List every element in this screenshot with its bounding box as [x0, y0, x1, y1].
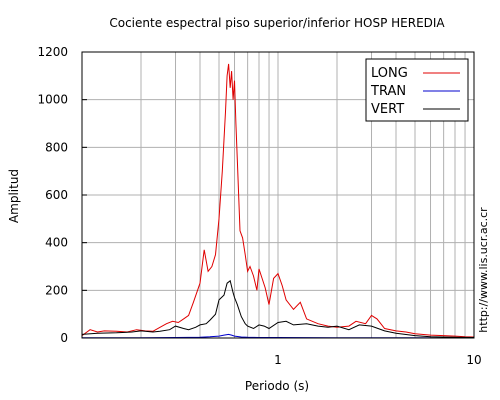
series-line-vert — [81, 279, 475, 338]
chart-title: Cociente espectral piso superior/inferio… — [109, 16, 445, 30]
x-tick-label: 10 — [466, 353, 481, 367]
y-tick-label: 400 — [45, 236, 68, 250]
legend-label-long: LONG — [371, 66, 408, 81]
x-tick-labels: 1 10 — [274, 353, 481, 367]
side-note: http://www.lis.ucr.ac.cr — [477, 207, 490, 333]
legend: LONG TRAN VERT — [365, 58, 469, 122]
y-tick-label: 1200 — [37, 45, 68, 59]
y-tick-label: 800 — [45, 140, 68, 154]
legend-label-tran: TRAN — [370, 84, 406, 99]
grid — [82, 52, 474, 338]
y-tick-label: 600 — [45, 188, 68, 202]
y-tick-label: 1000 — [37, 93, 68, 107]
y-tick-label: 0 — [60, 331, 68, 345]
legend-box — [365, 58, 469, 122]
y-tick-label: 200 — [45, 283, 68, 297]
y-axis-label: Amplitud — [7, 169, 21, 223]
x-tick-label: 1 — [274, 353, 282, 367]
legend-label-vert: VERT — [371, 102, 404, 117]
legend-items: LONG TRAN VERT — [370, 66, 460, 117]
y-tick-labels: 0 200 400 600 800 1000 1200 — [37, 45, 87, 345]
series-line-long — [81, 63, 475, 338]
x-axis-label: Periodo (s) — [245, 379, 309, 393]
